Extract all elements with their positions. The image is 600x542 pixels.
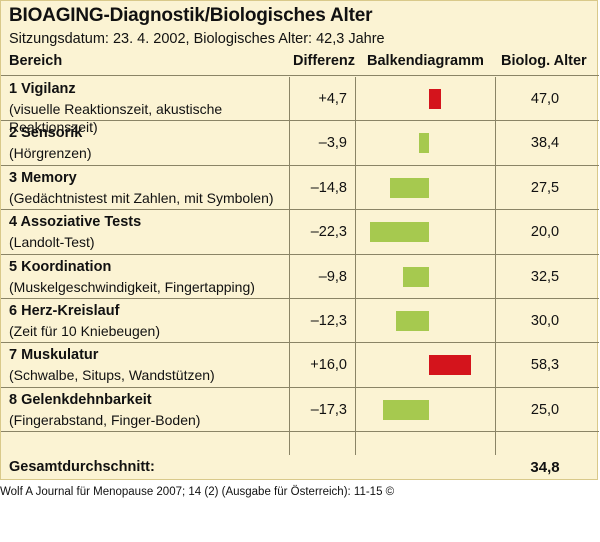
row-name: 8 Gelenkdehnbarkeit xyxy=(9,391,152,408)
credit-line: Wolf A Journal für Menopause 2007; 14 (2… xyxy=(0,486,395,498)
difference-bar xyxy=(403,266,429,287)
row-biological-age: 30,0 xyxy=(530,313,560,329)
row-description: (visuelle Reaktionszeit, akustische xyxy=(9,101,223,117)
row-description: (Hörgrenzen) xyxy=(9,145,92,162)
total-label: Gesamtdurchschnitt: xyxy=(9,459,155,475)
row-description: (Schwalbe, Situps, Wandstützen) xyxy=(9,367,215,384)
row-biological-age: 58,3 xyxy=(530,357,560,374)
header-area: Bereich xyxy=(9,53,63,69)
difference-bar xyxy=(429,355,472,376)
difference-bar xyxy=(429,89,442,109)
row-difference: –14,8 xyxy=(310,179,347,196)
table-title: BIOAGING-Diagnostik/Biologisches Alter xyxy=(9,5,373,26)
header-diff: Differenz xyxy=(293,53,356,69)
row-biological-age: 47,0 xyxy=(530,91,560,107)
row-difference: +4,7 xyxy=(318,91,347,107)
row-divider xyxy=(1,431,599,433)
row-description-cont: Reaktionszeit) xyxy=(9,119,98,135)
row-divider xyxy=(1,298,599,299)
header-age: Biolog. Alter xyxy=(501,53,587,69)
table-subtitle: Sitzungsdatum: 23. 4. 2002, Biologisches… xyxy=(9,31,385,47)
divider-age xyxy=(495,77,496,455)
row-name: 6 Herz-Kreislauf xyxy=(9,303,120,319)
row-divider xyxy=(1,164,599,166)
difference-bar xyxy=(389,177,429,198)
row-divider xyxy=(1,253,599,255)
row-divider xyxy=(1,120,599,122)
divider-diff xyxy=(289,77,290,455)
row-difference: –22,3 xyxy=(310,224,347,241)
total-value: 34,8 xyxy=(530,459,560,476)
row-divider xyxy=(1,342,599,344)
results-table: BIOAGING-Diagnostik/Biologisches Alter S… xyxy=(0,0,599,480)
row-difference: –17,3 xyxy=(310,401,347,418)
row-description: (Fingerabstand, Finger-Boden) xyxy=(9,411,201,428)
row-description: (Landolt-Test) xyxy=(9,234,95,251)
row-divider xyxy=(1,386,599,388)
row-biological-age: 25,0 xyxy=(530,401,560,418)
row-biological-age: 20,0 xyxy=(530,224,560,241)
row-biological-age: 27,5 xyxy=(530,179,560,196)
row-difference: +16,0 xyxy=(310,357,347,374)
row-difference: –9,8 xyxy=(318,268,347,285)
row-divider xyxy=(1,75,599,76)
row-description: (Zeit für 10 Kniebeugen) xyxy=(9,323,160,339)
row-name: 2 Sensorik xyxy=(9,125,83,142)
row-name: 7 Muskulatur xyxy=(9,347,99,364)
row-name: 4 Assoziative Tests xyxy=(9,214,142,231)
row-difference: –3,9 xyxy=(318,135,347,152)
row-name: 3 Memory xyxy=(9,169,77,186)
difference-bar xyxy=(369,222,429,243)
difference-bar xyxy=(418,133,429,154)
row-divider xyxy=(1,209,599,211)
header-bar: Balkendiagramm xyxy=(367,53,484,69)
row-biological-age: 32,5 xyxy=(530,268,560,285)
row-description: (Gedächtnistest mit Zahlen, mit Symbolen… xyxy=(9,189,274,206)
difference-bar xyxy=(396,311,429,331)
divider-bar xyxy=(355,77,356,455)
row-description: (Muskelgeschwindigkeit, Fingertapping) xyxy=(9,278,255,295)
row-biological-age: 38,4 xyxy=(530,135,560,152)
row-difference: –12,3 xyxy=(310,313,347,329)
row-name: 1 Vigilanz xyxy=(9,81,76,97)
difference-bar xyxy=(383,399,429,420)
row-name: 5 Koordination xyxy=(9,258,112,275)
